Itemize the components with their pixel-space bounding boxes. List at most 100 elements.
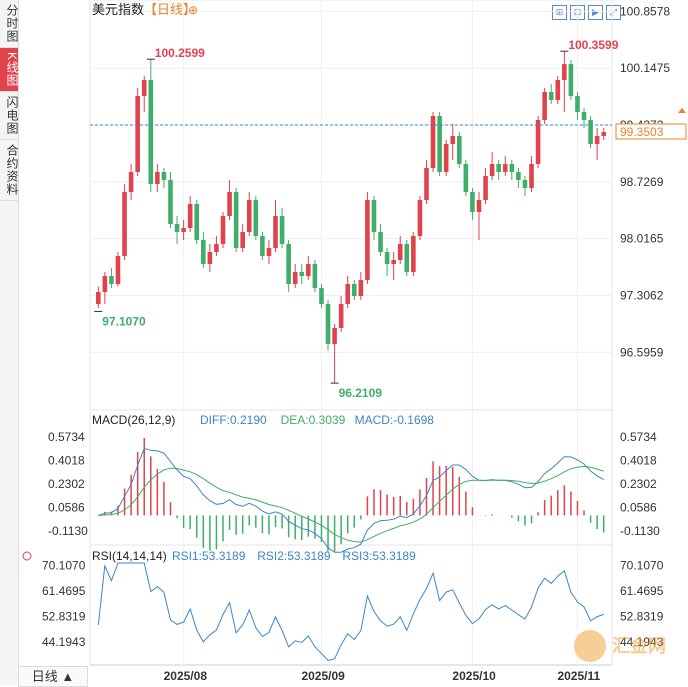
candle-body — [319, 288, 324, 304]
candle-body — [476, 200, 482, 212]
tab-kline[interactable]: K线图 — [0, 48, 19, 93]
candle-body — [548, 92, 554, 100]
y-tick-label: 98.0165 — [620, 232, 664, 246]
candle-body — [529, 164, 534, 188]
macd-legend-item: DIFF:0.2190 — [200, 413, 267, 427]
x-tick-label: 2025/11 — [557, 669, 600, 683]
candle-body — [312, 264, 318, 288]
candle-body — [535, 120, 541, 164]
candle-body — [122, 192, 127, 256]
candle-body — [187, 204, 193, 228]
rsi-y-tick-left: 70.1070 — [42, 559, 86, 573]
candle-body — [424, 168, 429, 200]
candle-body — [174, 224, 180, 232]
watermark-logo: 汇金网 — [572, 628, 682, 664]
candle-body — [201, 240, 206, 264]
candle-body — [391, 260, 396, 264]
macd-y-tick-left: 0.0586 — [48, 500, 85, 514]
current-price-box — [615, 123, 687, 140]
macd-legend-item: DEA:0.3039 — [281, 413, 346, 427]
macd-y-tick-left: 0.2302 — [48, 477, 85, 491]
candle-body — [194, 204, 200, 240]
y-tick-label: 97.3062 — [620, 289, 664, 303]
macd-y-tick-left: -0.1130 — [48, 524, 88, 538]
rsi-y-tick-right: 70.1070 — [620, 559, 664, 573]
candle-body — [351, 284, 357, 296]
candle-body — [594, 136, 600, 144]
macd-y-tick-left: 0.5734 — [48, 430, 85, 444]
candle-body — [306, 264, 311, 276]
fit-icon[interactable]: ⊞ — [552, 5, 567, 20]
candle-body — [502, 164, 508, 172]
tab-contract-info[interactable]: 合约资料 — [0, 140, 19, 202]
candle-body — [148, 80, 154, 184]
candle-body — [338, 304, 344, 328]
y-tick-label: 98.7269 — [620, 175, 664, 189]
candle-body — [371, 200, 377, 232]
candle-body — [155, 172, 160, 184]
tab-intraday[interactable]: 分时图 — [0, 0, 19, 48]
price-arrow-icon — [678, 107, 686, 113]
candle-body — [430, 116, 436, 168]
candle-body — [437, 116, 442, 172]
candle-body — [450, 136, 456, 144]
candle-body — [181, 228, 186, 232]
rsi-title: RSI(14,14,14) — [92, 549, 167, 563]
candle-body — [522, 180, 528, 188]
candle-body — [207, 252, 213, 264]
candle-body — [463, 164, 469, 192]
candle-body — [470, 192, 475, 212]
candle-body — [227, 192, 232, 216]
x-tick-label: 2025/08 — [164, 669, 208, 683]
y-tick-label: 100.1475 — [620, 61, 670, 75]
y-tick-label: 96.5959 — [620, 345, 664, 359]
candle-body — [135, 96, 140, 172]
candle-body — [102, 276, 108, 292]
candle-body — [489, 164, 495, 176]
add-indicator-icon[interactable]: ⊕ — [188, 3, 198, 17]
period-select[interactable]: 日线 ▲ — [18, 666, 88, 687]
rsi-legend-item: RSI3:53.3189 — [342, 549, 416, 563]
candle-body — [233, 192, 239, 248]
macd-y-tick-right: 0.5734 — [620, 430, 657, 444]
chart-title: 美元指数 — [92, 2, 144, 17]
macd-y-tick-left: 0.4018 — [48, 454, 85, 468]
macd-title: MACD(26,12,9) — [92, 413, 175, 427]
candle-body — [214, 244, 219, 252]
candle-body — [299, 272, 305, 276]
candle-body — [443, 144, 449, 172]
candle-body — [509, 164, 515, 172]
rsi-y-tick-left: 61.4695 — [42, 584, 86, 598]
candle-body — [279, 216, 285, 244]
extreme-label: 97.1070 — [102, 314, 146, 328]
candle-body — [141, 80, 147, 96]
candle-body — [345, 284, 351, 304]
extreme-label: 100.2599 — [155, 46, 205, 60]
x-tick-label: 2025/09 — [301, 669, 345, 683]
tab-flash[interactable]: 闪电图 — [0, 92, 19, 141]
settings-icon[interactable] — [22, 551, 32, 561]
candle-body — [417, 200, 423, 236]
candle-body — [253, 200, 259, 236]
candle-body — [220, 216, 226, 244]
candle-body — [115, 256, 121, 284]
candle-body — [397, 244, 403, 260]
candle-body — [246, 200, 252, 232]
candle-body — [457, 136, 462, 164]
macd-diff-line — [98, 447, 604, 553]
candle-body — [378, 232, 383, 252]
candle-body — [332, 328, 337, 344]
candle-body — [292, 272, 298, 284]
rsi-y-tick-left: 44.1943 — [42, 635, 86, 649]
candle-body — [568, 64, 574, 96]
macd-y-tick-right: 0.0586 — [620, 500, 657, 514]
expand-icon[interactable]: ⤢ — [606, 5, 621, 20]
candle-body — [601, 132, 607, 136]
candle-body — [109, 276, 114, 284]
macd-dea-line — [98, 465, 604, 543]
play-icon[interactable]: ▶ — [588, 5, 603, 20]
candle-body — [496, 164, 501, 172]
candle-body — [325, 304, 331, 344]
candle-body — [516, 172, 521, 180]
